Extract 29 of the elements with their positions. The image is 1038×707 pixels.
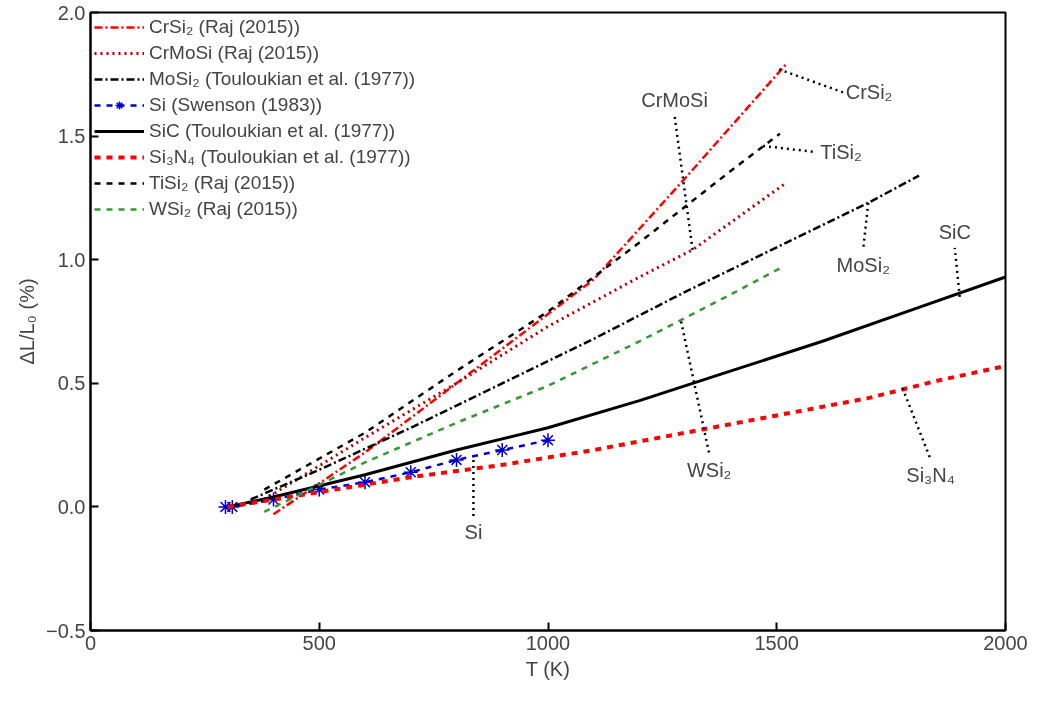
y-tick-label: −0.5 bbox=[46, 619, 86, 642]
annotation: CrSi₂ bbox=[845, 81, 893, 104]
x-axis-title: T (K) bbox=[525, 657, 570, 680]
legend-label: WSi₂ (Raj (2015)) bbox=[149, 198, 298, 220]
y-tick-label: 0.0 bbox=[57, 495, 86, 518]
annotation: WSi₂ bbox=[686, 458, 732, 481]
y-tick-label: 1.5 bbox=[57, 125, 86, 148]
annotation: Si bbox=[464, 520, 483, 543]
x-tick-label: 500 bbox=[302, 631, 336, 654]
annotation: TiSi₂ bbox=[820, 140, 862, 163]
y-tick-label: 0.5 bbox=[57, 372, 86, 395]
x-tick-label: 1000 bbox=[525, 631, 571, 654]
y-axis-title: ΔL/L₀ (%) bbox=[16, 278, 39, 365]
x-tick-label: 1500 bbox=[754, 631, 799, 654]
x-tick-label: 0 bbox=[84, 631, 97, 654]
y-tick-label: 1.0 bbox=[57, 248, 86, 271]
annotation: CrMoSi bbox=[641, 88, 708, 111]
legend-label: CrMoSi (Raj (2015)) bbox=[149, 42, 319, 64]
annotation: SiC bbox=[938, 220, 971, 243]
x-tick-label: 2000 bbox=[983, 631, 1028, 654]
legend-label: SiC (Touloukian et al. (1977)) bbox=[149, 120, 396, 142]
legend-label: CrSi₂ (Raj (2015)) bbox=[149, 16, 300, 38]
annotation: Si₃N₄ bbox=[906, 464, 955, 487]
annotation: MoSi₂ bbox=[836, 253, 890, 276]
legend-label: TiSi₂ (Raj (2015)) bbox=[149, 172, 296, 194]
y-tick-label: 2.0 bbox=[57, 1, 86, 24]
legend-label: Si (Swenson (1983)) bbox=[149, 94, 323, 116]
legend-label: MoSi₂ (Touloukian et al. (1977)) bbox=[149, 68, 416, 90]
legend-label: Si₃N₄ (Touloukian et al. (1977)) bbox=[149, 146, 411, 168]
